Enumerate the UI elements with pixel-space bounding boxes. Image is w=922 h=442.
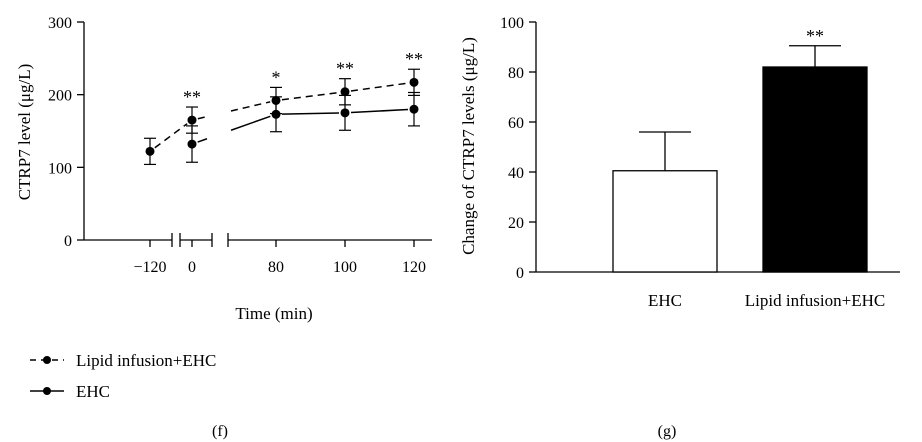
legend-dot-icon — [43, 387, 51, 395]
legend-label-lipid-infusion: Lipid infusion+EHC — [76, 351, 216, 370]
bar — [762, 66, 868, 273]
significance-marker: ** — [806, 26, 824, 46]
series-line-segment — [281, 112, 340, 115]
y-tick-label: 0 — [64, 233, 72, 250]
significance-marker: * — [272, 67, 281, 87]
x-tick-label: 80 — [268, 259, 284, 276]
panel-g-bars: EHC Lipid infusion+EHC ** — [612, 26, 885, 310]
y-tick-label: 20 — [508, 215, 524, 232]
panel-g-y-axis-label: Change of CTRP7 levels (μg/L) — [459, 37, 478, 255]
series-line-segment — [230, 101, 271, 112]
x-tick-label: 0 — [188, 259, 196, 276]
data-point — [340, 87, 350, 97]
series-line-segment — [350, 108, 409, 114]
x-tick-label: −120 — [133, 259, 166, 276]
series-line-segment — [154, 123, 188, 149]
legend-item-lipid-infusion: Lipid infusion+EHC — [30, 351, 216, 370]
y-tick-label: 100 — [500, 15, 524, 32]
data-point — [271, 109, 281, 119]
x-tick-label: 120 — [402, 259, 426, 276]
x-tick-label: Lipid infusion+EHC — [745, 291, 885, 310]
panel-f-legend: Lipid infusion+EHC EHC — [30, 351, 216, 401]
series-line-segment — [197, 115, 208, 120]
panel-f-label: (f) — [212, 423, 228, 440]
significance-marker: ** — [183, 87, 201, 107]
panel-g-label: (g) — [658, 423, 677, 440]
panel-g-bar-chart: 0 20 40 60 80 100 EHC Lipid infusion+EHC ** Cha… — [459, 15, 900, 440]
y-tick-label: 0 — [516, 265, 524, 282]
y-tick-label: 80 — [508, 65, 524, 82]
significance-marker: ** — [336, 59, 354, 79]
significance-marker: ** — [405, 49, 423, 69]
legend-dot-icon — [43, 356, 51, 364]
data-point — [145, 146, 155, 156]
legend-item-ehc: EHC — [30, 382, 110, 401]
y-tick-label: 100 — [48, 160, 72, 177]
panel-f-y-axis-label: CTRP7 level (μg/L) — [15, 64, 34, 201]
legend-label-ehc: EHC — [76, 382, 110, 401]
y-tick-label: 60 — [508, 115, 524, 132]
panel-g-axes: 0 20 40 60 80 100 — [500, 15, 900, 282]
data-point — [409, 77, 419, 87]
series-line-segment — [350, 82, 409, 92]
series-line-segment — [230, 115, 271, 131]
series-line-segment — [197, 138, 208, 143]
panel-f-x-axis-label: Time (min) — [235, 304, 312, 323]
bar — [612, 170, 718, 273]
x-tick-label: EHC — [648, 291, 682, 310]
y-tick-label: 200 — [48, 88, 72, 105]
y-tick-label: 300 — [48, 15, 72, 32]
panel-f-series: *** ** ** — [144, 49, 423, 166]
y-tick-label: 40 — [508, 165, 524, 182]
panel-f-axes: 0 100 200 300 −120 0 80 100 120 — [48, 15, 432, 276]
data-point — [409, 104, 419, 114]
x-tick-label: 100 — [333, 259, 357, 276]
data-point — [187, 139, 197, 149]
data-point — [340, 108, 350, 118]
data-point — [187, 115, 197, 125]
series-line-segment — [281, 91, 340, 101]
